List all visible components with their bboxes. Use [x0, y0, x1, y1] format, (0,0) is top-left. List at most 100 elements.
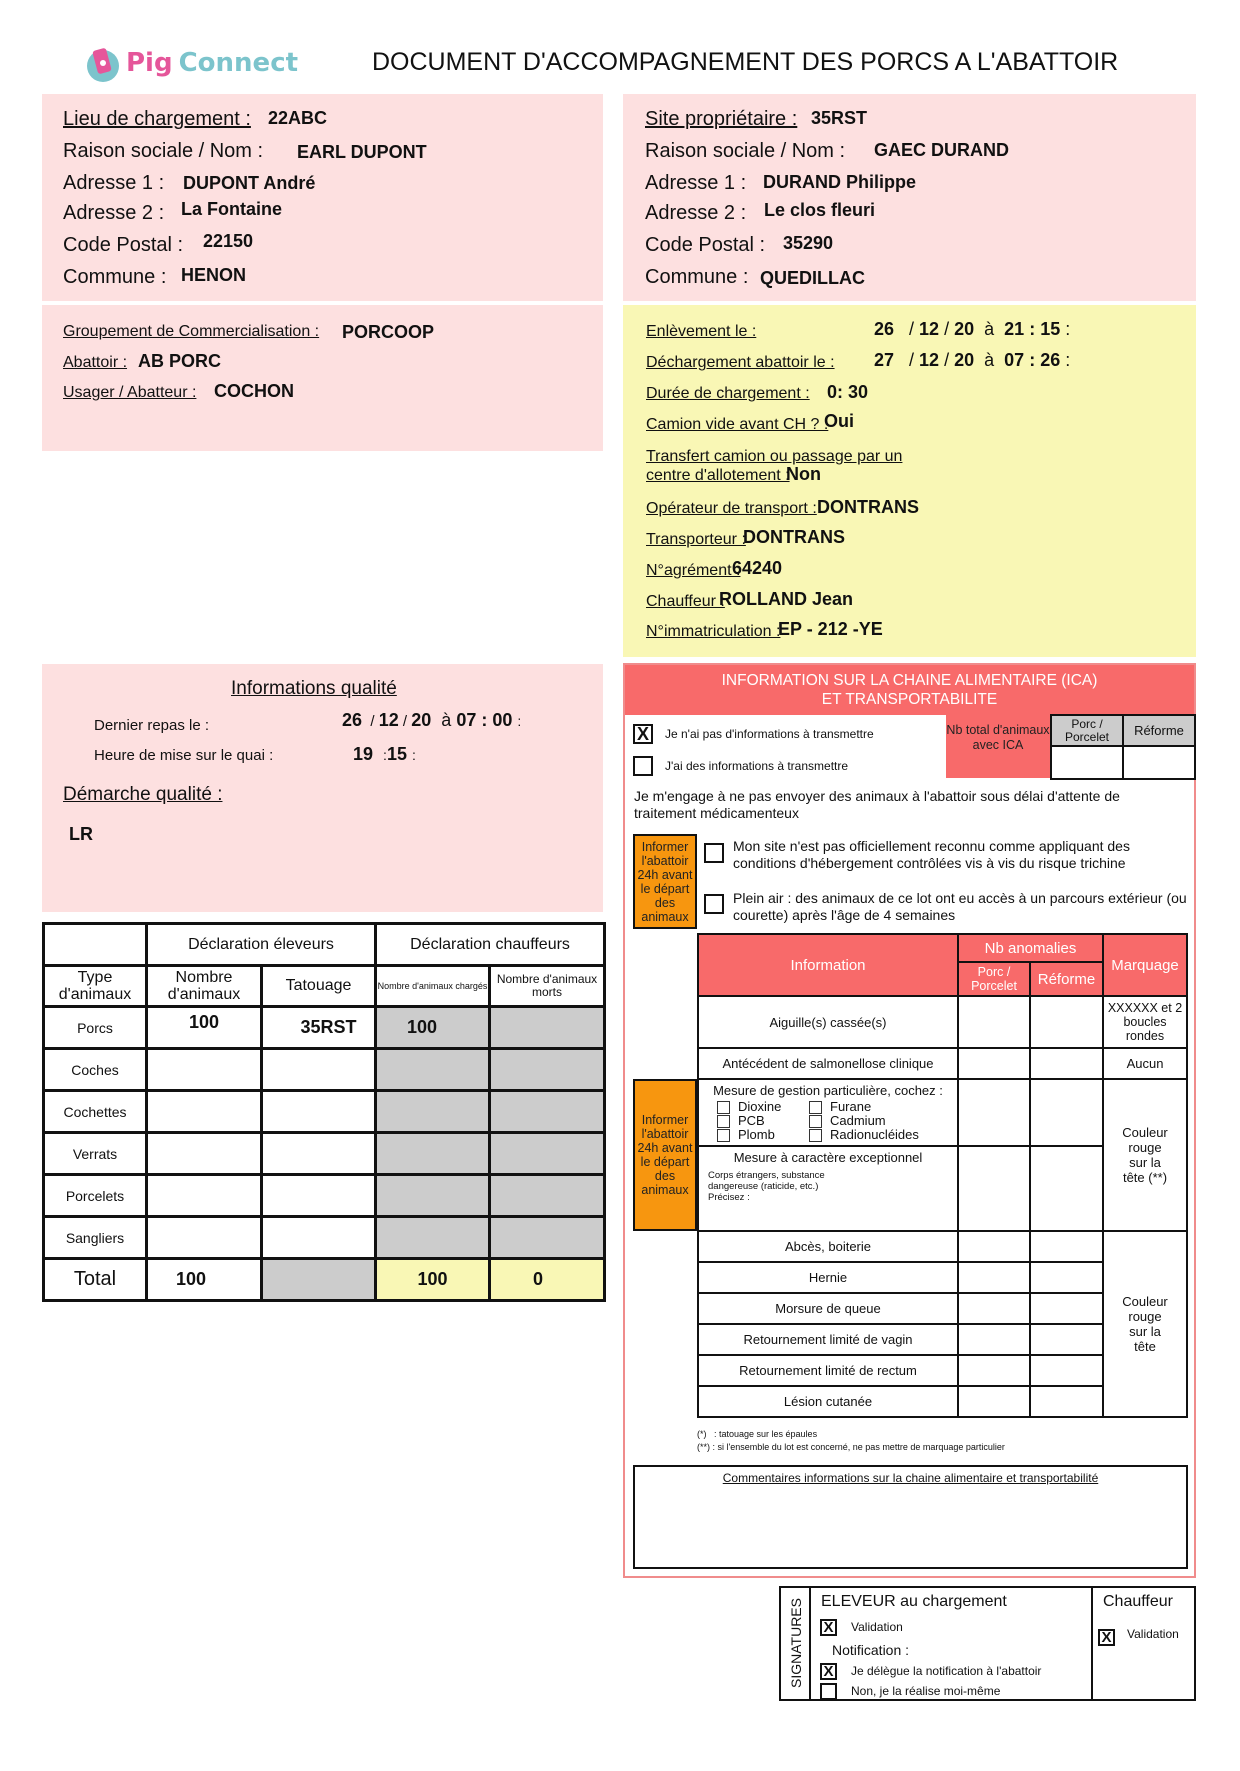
substance-cadmium[interactable]: Cadmium: [809, 1114, 919, 1129]
total-tatouage: [259, 1257, 378, 1302]
mesure-exc-reforme[interactable]: [1029, 1145, 1104, 1232]
animal-morts[interactable]: [488, 1047, 607, 1092]
delegue-checkbox[interactable]: X: [820, 1663, 837, 1680]
informer-note-2: Informer l'abattoir 24h avant le départ …: [633, 1079, 697, 1231]
footnote-1: (*) : tatouage sur les épaules: [697, 1429, 818, 1439]
animal-morts[interactable]: [488, 1215, 607, 1260]
groupement-value: PORCOOP: [342, 322, 435, 342]
animal-type: Cochettes: [42, 1089, 148, 1134]
animal-tatouage[interactable]: [259, 1131, 378, 1176]
animal-charges[interactable]: [374, 1047, 492, 1092]
lesion-reforme[interactable]: [1029, 1261, 1104, 1294]
salmonellose-reforme[interactable]: [1029, 1047, 1104, 1080]
animal-morts[interactable]: [488, 1005, 607, 1050]
addr1-value: DURAND Philippe: [763, 172, 916, 192]
animal-morts[interactable]: [488, 1173, 607, 1218]
has-info-checkbox[interactable]: [633, 756, 653, 776]
th-nb-anomalies: Nb anomalies: [957, 933, 1104, 963]
transfert-value: Non: [786, 464, 821, 484]
ica-panel: INFORMATION SUR LA CHAINE ALIMENTAIRE (I…: [623, 663, 1196, 1578]
nb-total-table: Porc / Porcelet Réforme: [1050, 714, 1196, 780]
animal-tatouage[interactable]: [259, 1089, 378, 1134]
mesure-exc-detail1: Corps étrangers, substance: [708, 1170, 825, 1181]
groupement-label: Groupement de Commercialisation :: [63, 323, 320, 340]
group-chauffeurs: Déclaration chauffeurs: [374, 922, 607, 967]
lesion-row: Morsure de queue: [697, 1292, 1187, 1325]
eleveur-validation-checkbox[interactable]: X: [820, 1619, 837, 1636]
no-info-checkbox[interactable]: X: [633, 724, 653, 744]
month: 12: [919, 350, 940, 370]
animal-nombre[interactable]: [145, 1215, 263, 1260]
nb-total-reforme-value[interactable]: [1122, 745, 1196, 780]
lesion-reforme[interactable]: [1029, 1292, 1104, 1325]
animal-tatouage[interactable]: [259, 1173, 378, 1218]
animal-tatouage[interactable]: [259, 1215, 378, 1260]
ica-title-line2: ET TRANSPORTABILITE: [821, 691, 998, 708]
month: 12: [378, 710, 399, 730]
animal-tatouage[interactable]: 35RST: [259, 1005, 378, 1050]
mesure-exc-porc[interactable]: [957, 1145, 1031, 1232]
lesion-porc[interactable]: [957, 1261, 1031, 1294]
lesion-porc[interactable]: [957, 1292, 1031, 1325]
lesion-porc[interactable]: [957, 1385, 1031, 1418]
animal-charges[interactable]: [374, 1215, 492, 1260]
animal-charges[interactable]: [374, 1089, 492, 1134]
plein-air-checkbox[interactable]: [704, 894, 724, 914]
substance-radionucleides[interactable]: Radionucléides: [809, 1128, 919, 1143]
header-charges: Nombre d'animaux chargés: [374, 964, 492, 1008]
abattoir-label: Abattoir :: [63, 354, 128, 371]
salmonellose-porc[interactable]: [957, 1047, 1031, 1080]
animal-nombre[interactable]: [145, 1047, 263, 1092]
lesion-reforme[interactable]: [1029, 1323, 1104, 1356]
chauffeur-validation-checkbox[interactable]: X: [1098, 1629, 1115, 1646]
animal-nombre[interactable]: [145, 1173, 263, 1218]
animal-charges[interactable]: [374, 1131, 492, 1176]
substance-dioxine[interactable]: Dioxine: [717, 1100, 809, 1115]
loading-site-panel: Lieu de chargement : 22ABC Raison social…: [42, 94, 603, 301]
th-information: Information: [697, 933, 959, 997]
quai-label: Heure de mise sur le quai :: [94, 747, 274, 764]
mesure-gestion-reforme[interactable]: [1029, 1078, 1104, 1147]
lesion-reforme[interactable]: [1029, 1230, 1104, 1263]
animal-type: Verrats: [42, 1131, 148, 1176]
animal-nombre[interactable]: 100: [145, 1005, 263, 1050]
nb-total-porc-header: Porc / Porcelet: [1050, 714, 1124, 747]
addr2-label: Adresse 2 :: [63, 202, 165, 224]
lesion-porc[interactable]: [957, 1354, 1031, 1387]
ica-title: INFORMATION SUR LA CHAINE ALIMENTAIRE (I…: [625, 665, 1194, 715]
nb-total-porc-value[interactable]: [1050, 745, 1124, 780]
moi-meme-checkbox[interactable]: [820, 1683, 837, 1700]
lesions-marquage: Couleur rouge sur la tête: [1102, 1230, 1188, 1418]
animal-charges[interactable]: [374, 1173, 492, 1218]
table-row: Porcs 100 35RST 100: [42, 1005, 607, 1050]
substance-furane[interactable]: Furane: [809, 1100, 919, 1115]
animal-charges[interactable]: 100: [374, 1005, 492, 1050]
lesion-reforme[interactable]: [1029, 1354, 1104, 1387]
signatures-side-label: SIGNATURES: [781, 1588, 811, 1699]
month: 12: [919, 319, 940, 339]
lesion-porc[interactable]: [957, 1323, 1031, 1356]
trichine-checkbox[interactable]: [704, 843, 724, 863]
substance-pcb[interactable]: PCB: [717, 1114, 809, 1129]
lesion-porc[interactable]: [957, 1230, 1031, 1263]
mesure-gestion-porc[interactable]: [957, 1078, 1031, 1147]
animal-morts[interactable]: [488, 1089, 607, 1134]
camion-value: Oui: [824, 411, 854, 431]
aiguille-reforme[interactable]: [1029, 995, 1104, 1049]
comments-box[interactable]: Commentaires informations sur la chaine …: [633, 1465, 1188, 1569]
signatures-side-text: SIGNATURES: [788, 1598, 804, 1688]
animal-nombre[interactable]: [145, 1089, 263, 1134]
chauffeur-title: Chauffeur: [1103, 1593, 1173, 1610]
salmonellose-marquage: Aucun: [1102, 1047, 1188, 1080]
no-info-label: Je n'ai pas d'informations à transmettre: [665, 727, 874, 741]
animal-nombre[interactable]: [145, 1131, 263, 1176]
minute: 15: [386, 744, 407, 764]
notification-label: Notification :: [832, 1642, 910, 1658]
substance-plomb[interactable]: Plomb: [717, 1128, 809, 1143]
year: 20: [954, 319, 975, 339]
animal-morts[interactable]: [488, 1131, 607, 1176]
lesion-reforme[interactable]: [1029, 1385, 1104, 1418]
table-row: Porcelets: [42, 1173, 607, 1218]
animal-tatouage[interactable]: [259, 1047, 378, 1092]
aiguille-porc[interactable]: [957, 995, 1031, 1049]
